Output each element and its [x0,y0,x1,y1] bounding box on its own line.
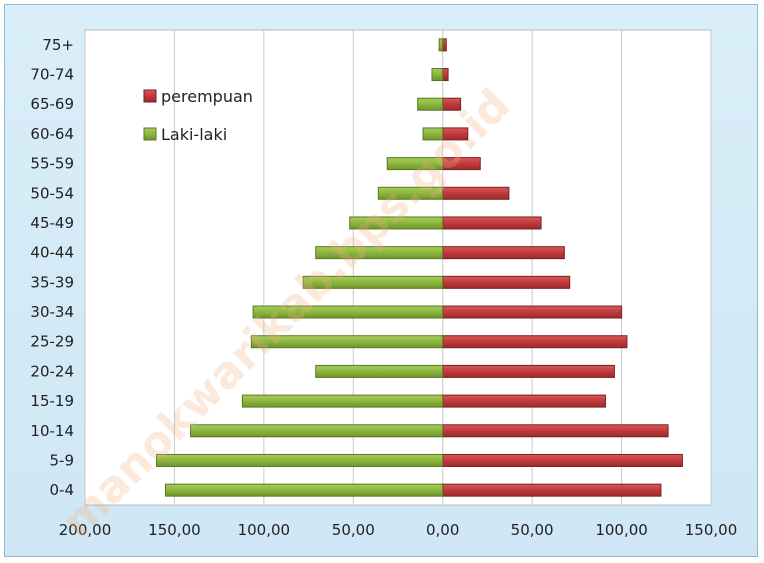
bar-perempuan-50-54 [442,186,510,200]
y-tick-label: 20-24 [30,362,74,380]
bar-laki-laki-30-34 [252,305,444,319]
bar-laki-laki-5-9 [156,453,444,467]
bar-perempuan-35-39 [442,275,571,289]
y-tick-labels: 0-4 5-9 10-14 15-19 20-24 25-29 30-34 35-39 40-4… [30,36,74,499]
y-tick-label: 45-49 [30,214,74,232]
bar-laki-laki-35-39 [302,275,444,289]
y-tick-label: 75+ [42,36,74,54]
bar-laki-laki-50-54 [377,186,444,200]
bar-perempuan-45-49 [442,216,542,230]
legend: perempuan Laki-laki [143,87,253,144]
legend-label-laki-laki: Laki-laki [161,125,227,144]
y-tick-label: 15-19 [30,392,74,410]
legend-swatch-laki-laki [143,127,157,141]
bar-perempuan-30-34 [442,305,623,319]
y-tick-label: 55-59 [30,155,74,173]
bar-laki-laki-70-74 [431,68,444,82]
bar-laki-laki-65-69 [417,97,444,111]
bar-perempuan-10-14 [442,424,669,438]
bar-laki-laki-15-19 [241,394,444,408]
y-tick-label: 50-54 [30,184,74,202]
bar-laki-laki-25-29 [250,335,444,349]
bar-laki-laki-55-59 [386,157,444,171]
bar-perempuan-0-4 [442,483,662,497]
y-tick-label: 65-69 [30,95,74,113]
y-tick-label: 0-4 [50,481,75,499]
x-tick-label: 150,00 [148,521,201,539]
y-tick-label: 70-74 [30,66,74,84]
bar-laki-laki-75+ [438,38,444,52]
bar-perempuan-20-24 [442,364,615,378]
bars [156,38,683,497]
bar-perempuan-15-19 [442,394,606,408]
x-tick-label: 0,00 [426,521,459,539]
bar-laki-laki-10-14 [190,424,444,438]
bar-laki-laki-60-64 [422,127,444,141]
y-tick-label: 40-44 [30,244,74,262]
bar-perempuan-25-29 [442,335,628,349]
x-tick-labels: 200,00 150,00 100,00 50,00 0,00 50,00 100,00 15… [59,521,738,539]
bar-perempuan-40-44 [442,246,565,260]
bar-perempuan-75+ [442,38,447,52]
x-tick-label: 150,00 [685,521,738,539]
bar-laki-laki-45-49 [349,216,444,230]
bar-laki-laki-0-4 [164,483,444,497]
bar-perempuan-5-9 [442,453,683,467]
y-tick-label: 25-29 [30,333,74,351]
bar-perempuan-70-74 [442,68,449,82]
y-tick-label: 5-9 [50,451,75,469]
y-tick-label: 60-64 [30,125,74,143]
bar-laki-laki-40-44 [315,246,444,260]
x-tick-label: 50,00 [511,521,554,539]
y-tick-label: 10-14 [30,422,74,440]
legend-swatch-perempuan [143,89,157,103]
y-tick-label: 35-39 [30,273,74,291]
x-tick-label: 100,00 [595,521,648,539]
legend-label-perempuan: perempuan [161,87,253,106]
x-tick-label: 50,00 [332,521,375,539]
x-tick-label: 200,00 [59,521,112,539]
y-tick-label: 30-34 [30,303,74,321]
x-tick-label: 100,00 [238,521,291,539]
bar-laki-laki-20-24 [315,364,444,378]
